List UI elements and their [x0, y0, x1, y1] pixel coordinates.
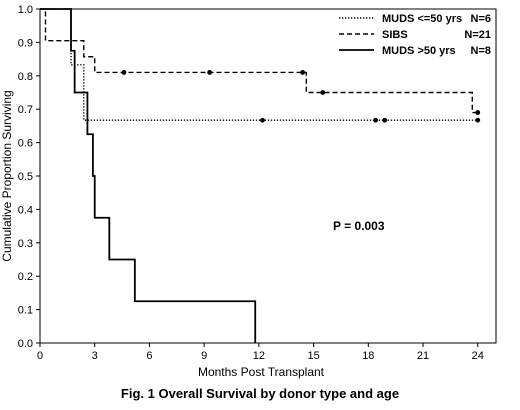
y-tick-label: 0.3 — [18, 238, 33, 250]
censor-mark — [121, 70, 127, 75]
y-tick-label: 1.0 — [18, 4, 33, 16]
x-tick-label: 18 — [362, 350, 374, 362]
plot-frame — [39, 8, 497, 344]
y-tick-label: 0.6 — [18, 138, 33, 150]
y-axis-label: Cumulative Proportion Surviving — [0, 90, 14, 261]
x-tick-label: 0 — [37, 350, 43, 362]
y-tick-label: 0.7 — [18, 104, 33, 116]
y-tick-label: 0.8 — [18, 71, 33, 83]
x-axis-label: Months Post Transplant — [198, 365, 325, 379]
legend: MUDS <=50 yrs N=6 SIBS N=21 MUDS >50 yrs N=8 — [339, 13, 491, 57]
x-tick-label: 15 — [307, 350, 319, 362]
x-tick-label: 3 — [92, 350, 98, 362]
x-tick-label: 24 — [472, 350, 484, 362]
series-line-dotted — [40, 8, 478, 121]
y-tick-label: 0.9 — [18, 37, 33, 49]
x-tick-label: 9 — [201, 350, 207, 362]
figure-caption: Fig. 1 Overall Survival by donor type an… — [120, 386, 400, 401]
y-tick-label: 0.4 — [18, 204, 33, 216]
y-tick-label: 0.0 — [18, 338, 33, 350]
series-line-solid — [40, 8, 257, 343]
censor-mark — [320, 90, 326, 95]
y-tick-label: 0.5 — [18, 171, 33, 183]
legend-label: SIBS — [382, 29, 408, 41]
legend-n-label: N=8 — [471, 45, 492, 57]
survival-chart: 0 3 6 9 12 15 18 21 24 0.0 0.1 0.2 0.3 0.4 0.5 0.6 0.7 0.… — [0, 4, 497, 379]
censor-mark — [300, 70, 306, 75]
censor-mark — [207, 70, 213, 75]
legend-n-label: N=21 — [464, 29, 491, 41]
series-layer — [40, 8, 481, 343]
censor-mark — [260, 117, 265, 123]
x-tick-label: 12 — [253, 350, 265, 362]
censor-mark — [475, 110, 481, 115]
legend-label: MUDS <=50 yrs — [382, 13, 462, 25]
x-tick-label: 6 — [146, 350, 152, 362]
censor-mark — [373, 117, 379, 123]
x-tick-label: 21 — [417, 350, 429, 362]
censor-mark — [382, 117, 388, 123]
censor-mark — [475, 117, 481, 123]
p-value-annotation: P = 0.003 — [333, 219, 385, 233]
y-tick-label: 0.2 — [18, 271, 33, 283]
axes: 0 3 6 9 12 15 18 21 24 0.0 0.1 0.2 0.3 0.4 0.5 0.6 0.7 0.… — [18, 4, 497, 362]
legend-label: MUDS >50 yrs — [382, 45, 456, 57]
y-tick-label: 0.1 — [18, 305, 33, 317]
legend-n-label: N=6 — [471, 13, 492, 25]
